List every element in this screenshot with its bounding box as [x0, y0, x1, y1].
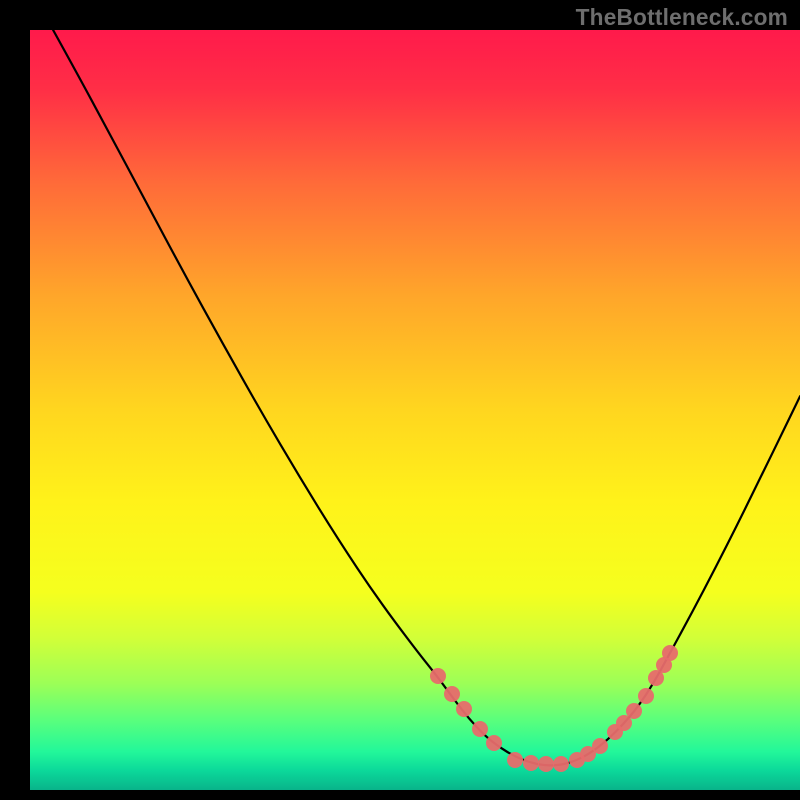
plot-area — [30, 30, 800, 790]
curve-marker — [507, 752, 523, 768]
plot-outer-border — [0, 0, 800, 800]
curve-marker — [456, 701, 472, 717]
watermark-text: TheBottleneck.com — [576, 4, 788, 31]
curve-marker — [444, 686, 460, 702]
curve-marker — [523, 755, 539, 771]
curve-marker — [592, 738, 608, 754]
curve-marker — [662, 645, 678, 661]
curve-markers-layer — [30, 30, 800, 790]
chart-frame: TheBottleneck.com — [0, 0, 800, 800]
curve-marker — [553, 756, 569, 772]
curve-marker — [638, 688, 654, 704]
curve-marker — [486, 735, 502, 751]
curve-marker — [538, 756, 554, 772]
curve-marker — [430, 668, 446, 684]
curve-marker — [626, 703, 642, 719]
curve-marker — [472, 721, 488, 737]
curve-marker — [648, 670, 664, 686]
